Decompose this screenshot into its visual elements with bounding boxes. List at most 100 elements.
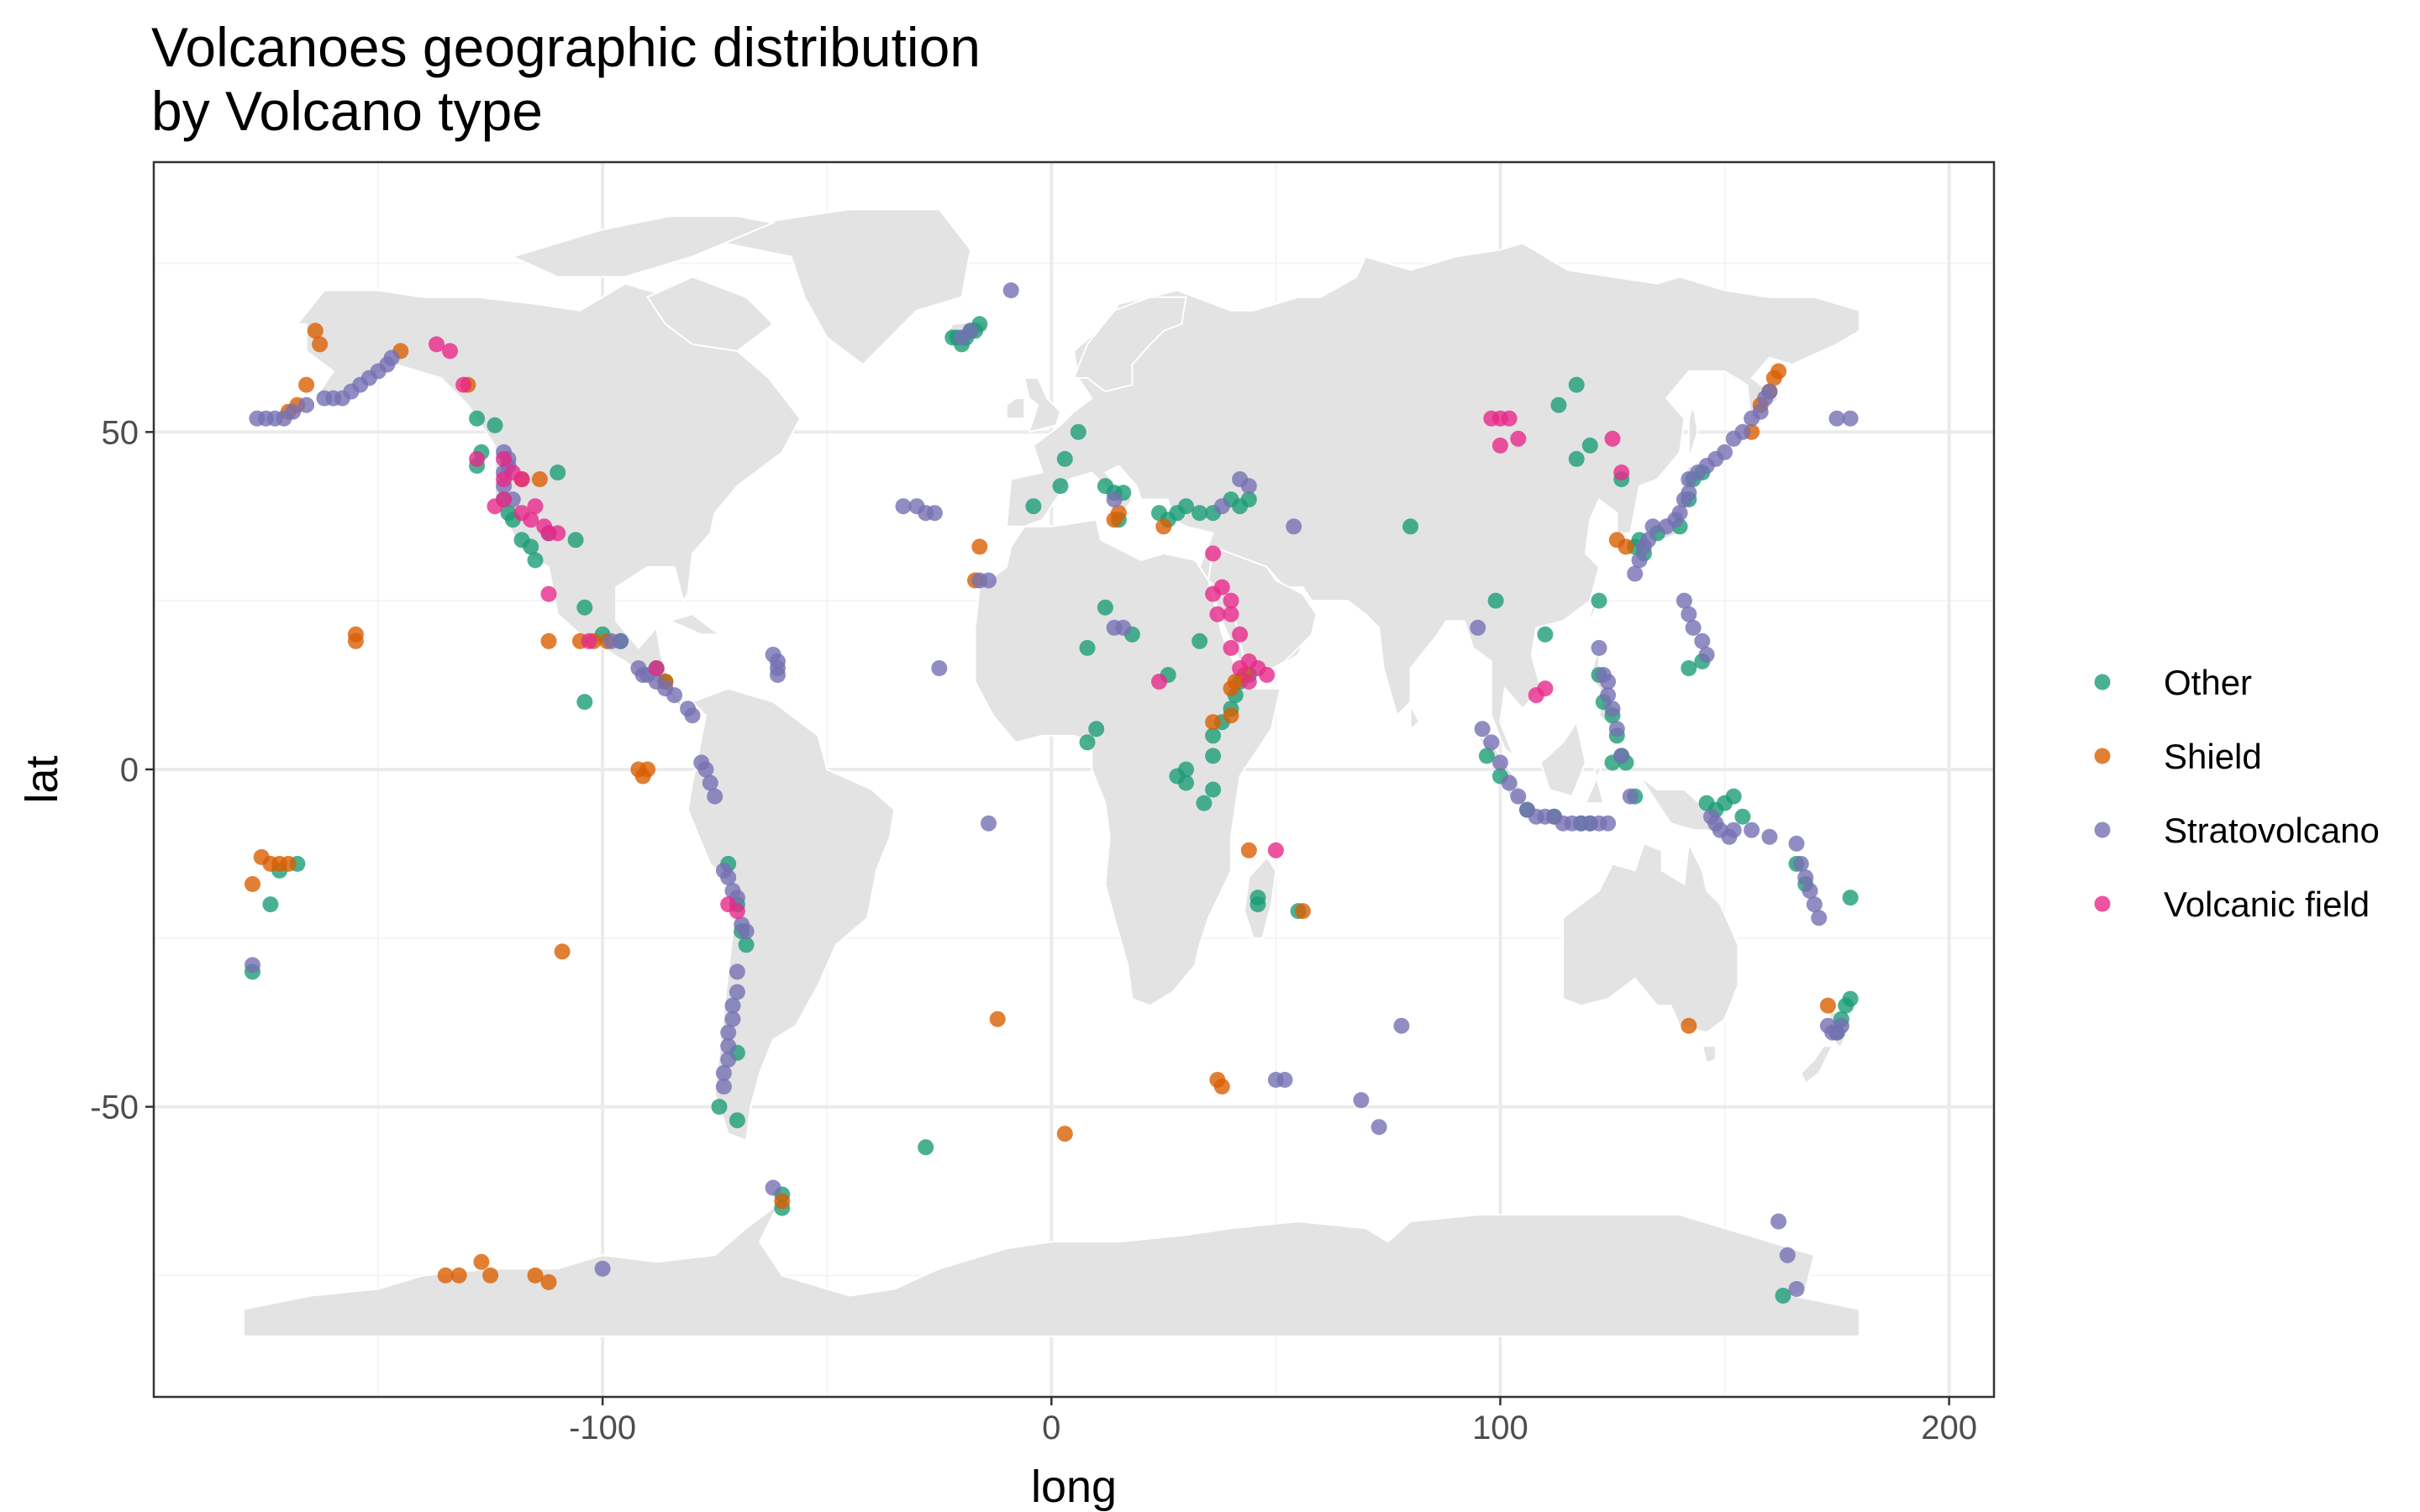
data-point <box>1079 734 1096 751</box>
data-point <box>1644 518 1661 535</box>
data-point <box>540 1273 557 1290</box>
data-point <box>1286 518 1302 535</box>
landmass-sakhalin <box>1687 404 1699 459</box>
landmass-tasmania <box>1701 1045 1717 1064</box>
data-point <box>707 788 723 805</box>
data-point <box>666 687 683 704</box>
data-point <box>1151 674 1167 690</box>
data-point <box>1608 721 1625 738</box>
data-point <box>1070 423 1086 440</box>
data-point <box>576 599 593 616</box>
data-point <box>1761 828 1778 845</box>
landmass-greenland <box>721 208 972 366</box>
data-point <box>1604 430 1621 447</box>
data-point <box>1501 410 1518 427</box>
landmass-antarctica <box>242 1194 1860 1337</box>
legend-label: Shield <box>2164 737 2262 776</box>
data-point <box>307 323 324 339</box>
data-point <box>450 1267 467 1284</box>
landmass-scandinavia <box>1072 296 1187 393</box>
chart-title: Volcanoes geographic distribution by Vol… <box>151 15 981 143</box>
data-point <box>1079 639 1096 656</box>
legend-key-shield <box>2094 748 2111 764</box>
data-point <box>1205 545 1222 562</box>
data-point <box>962 323 979 339</box>
data-point <box>1788 1281 1805 1297</box>
data-point <box>1613 748 1630 764</box>
data-point <box>383 349 400 366</box>
landmass-borneo <box>1539 720 1586 798</box>
data-point <box>1752 403 1769 420</box>
data-point <box>1640 532 1657 549</box>
data-point <box>1779 1247 1796 1263</box>
data-point <box>738 937 755 953</box>
data-point <box>1240 842 1257 858</box>
data-point <box>1002 282 1019 299</box>
data-point <box>487 417 503 433</box>
data-point <box>1842 890 1859 906</box>
data-point <box>1725 822 1742 838</box>
data-point <box>1192 505 1208 522</box>
data-point <box>1828 410 1845 427</box>
data-point <box>550 525 566 542</box>
data-point <box>1734 808 1751 825</box>
data-point <box>724 1011 741 1027</box>
chart-subtitle: by Volcano type <box>151 80 543 142</box>
data-point <box>1178 498 1194 515</box>
legend-key-other <box>2094 674 2111 690</box>
data-point <box>1223 592 1239 609</box>
data-point <box>1491 437 1508 454</box>
data-point <box>1681 660 1697 676</box>
data-point <box>1627 565 1644 582</box>
data-point <box>1734 423 1751 440</box>
data-point <box>496 450 513 467</box>
landmass-south-america <box>687 687 896 1142</box>
data-point <box>523 538 539 555</box>
data-point <box>473 1253 490 1270</box>
data-point <box>1474 721 1491 738</box>
data-point <box>1491 754 1508 771</box>
data-point <box>1842 990 1859 1007</box>
landmass-australia <box>1562 840 1739 1034</box>
data-point <box>1209 606 1226 622</box>
data-point <box>1232 626 1249 643</box>
landmass-cuba <box>667 613 722 636</box>
data-point <box>1591 639 1607 656</box>
data-point <box>1470 619 1486 636</box>
data-point <box>981 572 997 589</box>
data-point <box>1819 997 1836 1014</box>
data-point <box>1213 498 1230 515</box>
data-point <box>1591 592 1607 609</box>
data-point <box>1205 727 1222 744</box>
data-point <box>1676 592 1692 609</box>
y-tick-label: 50 <box>102 414 139 451</box>
data-point <box>684 707 701 724</box>
data-point <box>1717 444 1733 460</box>
x-tick-label: 0 <box>1042 1410 1060 1446</box>
data-points <box>245 282 1859 1304</box>
data-point <box>1240 478 1257 495</box>
data-point <box>724 997 741 1014</box>
data-point <box>715 1064 732 1081</box>
data-point <box>429 336 445 353</box>
data-point <box>931 660 948 676</box>
data-point <box>926 505 943 522</box>
data-point <box>1806 896 1823 913</box>
data-point <box>1604 701 1621 717</box>
legend-label: Volcanic field <box>2164 885 2370 924</box>
data-point <box>487 498 503 515</box>
data-point <box>720 1024 737 1041</box>
data-point <box>1600 815 1617 832</box>
data-point <box>1811 910 1828 927</box>
data-point <box>540 585 557 602</box>
data-point <box>245 957 260 974</box>
data-point <box>1802 883 1818 899</box>
data-point <box>1106 491 1123 508</box>
data-point <box>720 869 737 885</box>
data-point <box>1725 788 1742 805</box>
data-point <box>1370 1119 1387 1136</box>
data-point <box>554 943 571 960</box>
data-point <box>765 1179 781 1196</box>
data-point <box>482 1267 499 1284</box>
data-point <box>1550 396 1567 413</box>
